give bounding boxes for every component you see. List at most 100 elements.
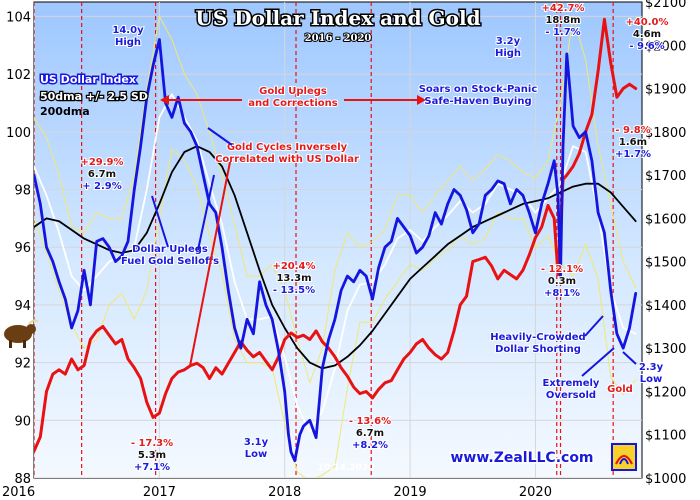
right-axis-ticks: $1000 $1100 $1200 $1300 $1400 $1500 $1600 $1700… [645,0,686,487]
arrowhead-gold-uplegs-left [160,95,169,105]
legend-band: 50dma +/- 2.5 SD [40,90,148,103]
series-lines [34,17,638,463]
svg-text:High: High [495,48,521,59]
x-tick-label: 2017 [143,485,176,500]
svg-text:- 9.8%: - 9.8% [615,125,650,136]
svg-text:and Corrections: and Corrections [248,98,337,109]
legend-ma: 200dma [40,105,90,118]
y-right-tick-label: $1300 [645,342,686,357]
annotation-down-136: - 13.6% 6.7m +8.2% [348,415,392,452]
arrow-heavily-crowded [584,315,604,337]
y-right-tick-label: $1100 [645,429,686,444]
svg-text:Gold Uplegs: Gold Uplegs [259,86,327,97]
svg-text:Low: Low [245,449,267,460]
svg-text:+8.2%: +8.2% [352,440,388,451]
arrow-gold-cycles-2 [207,127,233,146]
chart-title: US Dollar Index and Gold [195,6,480,30]
y-left-tick-label: 88 [14,472,31,487]
y-right-tick-label: $1000 [645,472,686,487]
series-line-us-dollar-index [34,38,638,463]
annotation-soars: Soars on Stock-Panic Safe-Haven Buying [418,83,539,108]
y-left-tick-label: 92 [14,357,31,372]
svg-text:- 17.3%: - 17.3% [131,438,173,449]
y-right-tick-label: $2000 [645,39,686,54]
legend-title: US Dollar Index [40,73,136,86]
svg-text:+8.1%: +8.1% [544,288,580,299]
svg-text:+1.7%: +1.7% [615,149,651,160]
annotation-up-427: +42.7% 18.8m - 1.7% [540,2,585,39]
annotation-down-121: - 12.1% 0.3m +8.1% [540,263,584,300]
annotation-high-32y: 3.2y High [494,35,522,60]
y-right-tick-label: $1500 [645,256,686,271]
arrow-extremely-oversold [581,347,615,377]
annotation-low-31y: 3.1y Low [243,436,270,461]
svg-text:4.6m: 4.6m [633,29,661,40]
annotation-up-204: +20.4% 13.3m - 13.5% [271,260,316,297]
watermark: www.ZealLLC.com [450,450,593,466]
svg-text:+7.1%: +7.1% [134,462,170,473]
svg-text:Safe-Haven Buying: Safe-Haven Buying [424,96,531,107]
y-left-tick-label: 90 [14,414,31,429]
x-tick-label: 2020 [519,485,552,500]
left-axis-ticks: 88 90 92 94 96 98 100 102 104 [6,10,31,487]
svg-text:- 1.7%: - 1.7% [545,27,580,38]
annotation-up-400: +40.0% 4.6m - 9.6% [624,16,669,53]
annotation-gold-uplegs: Gold Uplegs and Corrections [247,85,338,110]
series-line-upper-band [34,15,637,384]
svg-text:3.2y: 3.2y [496,36,521,47]
svg-text:6.7m: 6.7m [356,428,384,439]
x-tick-label: 2016 [2,485,35,500]
svg-text:+ 2.9%: + 2.9% [82,181,122,192]
band-lines [34,15,637,478]
svg-text:Dollar Shorting: Dollar Shorting [495,344,581,355]
y-left-tick-label: 94 [14,299,31,314]
annotation-down-98: - 9.8% 1.6m +1.7% [614,124,652,161]
x-tick-label: 2018 [268,485,301,500]
annotation-arrows [151,95,637,377]
legend: US Dollar Index 50dma +/- 2.5 SD 200dma [39,72,150,119]
svg-text:Dollar Uplegs: Dollar Uplegs [132,244,208,255]
svg-text:Fuel Gold Selloffs: Fuel Gold Selloffs [121,256,219,267]
arrowhead-gold-uplegs-right [417,95,426,105]
series-line-gold [34,17,638,453]
series-line-lower-band [34,148,637,478]
y-left-tick-label: 102 [6,68,31,83]
svg-text:+42.7%: +42.7% [541,3,584,14]
svg-text:5.3m: 5.3m [138,450,166,461]
arrow-dollar-uplegs-2 [151,195,169,248]
chart-subtitle: 2016 - 2020 [305,33,372,44]
svg-text:Heavily-Crowded: Heavily-Crowded [490,332,585,343]
svg-text:+40.0%: +40.0% [625,17,668,28]
annotation-up-299: +29.9% 6.7m + 2.9% [79,156,124,193]
svg-text:14.0y: 14.0y [112,25,144,36]
svg-text:Correlated with US Dollar: Correlated with US Dollar [215,154,359,165]
series-line-200dma [34,145,637,370]
svg-text:Low: Low [640,374,662,385]
y-right-tick-label: $1800 [645,126,686,141]
annotation-heavily-crowded: Heavily-Crowded Dollar Shorting [489,331,586,356]
date-stamp: 10.14.2020 [318,463,375,473]
y-right-tick-label: $1400 [645,299,686,314]
y-right-tick-label: $1600 [645,212,686,227]
y-left-tick-label: 96 [14,241,31,256]
svg-text:1.6m: 1.6m [619,137,647,148]
svg-text:- 13.6%: - 13.6% [349,416,391,427]
arrow-dollar-uplegs-1 [197,174,215,251]
annotations: Gold Uplegs and Corrections Gold Cycles … [79,2,669,474]
series-line-50dma [34,93,637,433]
annotation-dollar-uplegs: Dollar Uplegs Fuel Gold Selloffs [120,243,220,268]
y-left-tick-label: 104 [6,10,31,25]
y-right-tick-label: $1200 [645,385,686,400]
annotation-high-2016: 14.0y High [111,24,145,49]
annotation-low-23y: 2.3y Low [638,361,665,386]
svg-text:- 12.1%: - 12.1% [541,264,583,275]
zeal-logo [611,443,637,471]
gridlines [34,2,642,478]
annotation-down-173: - 17.3% 5.3m +7.1% [130,437,174,474]
svg-text:3.1y: 3.1y [244,437,269,448]
svg-text:0.3m: 0.3m [548,276,576,287]
annotation-gold-cycles: Gold Cycles Inversely Correlated with US… [214,141,360,166]
y-right-tick-label: $1700 [645,169,686,184]
svg-text:- 9.6%: - 9.6% [629,41,664,52]
